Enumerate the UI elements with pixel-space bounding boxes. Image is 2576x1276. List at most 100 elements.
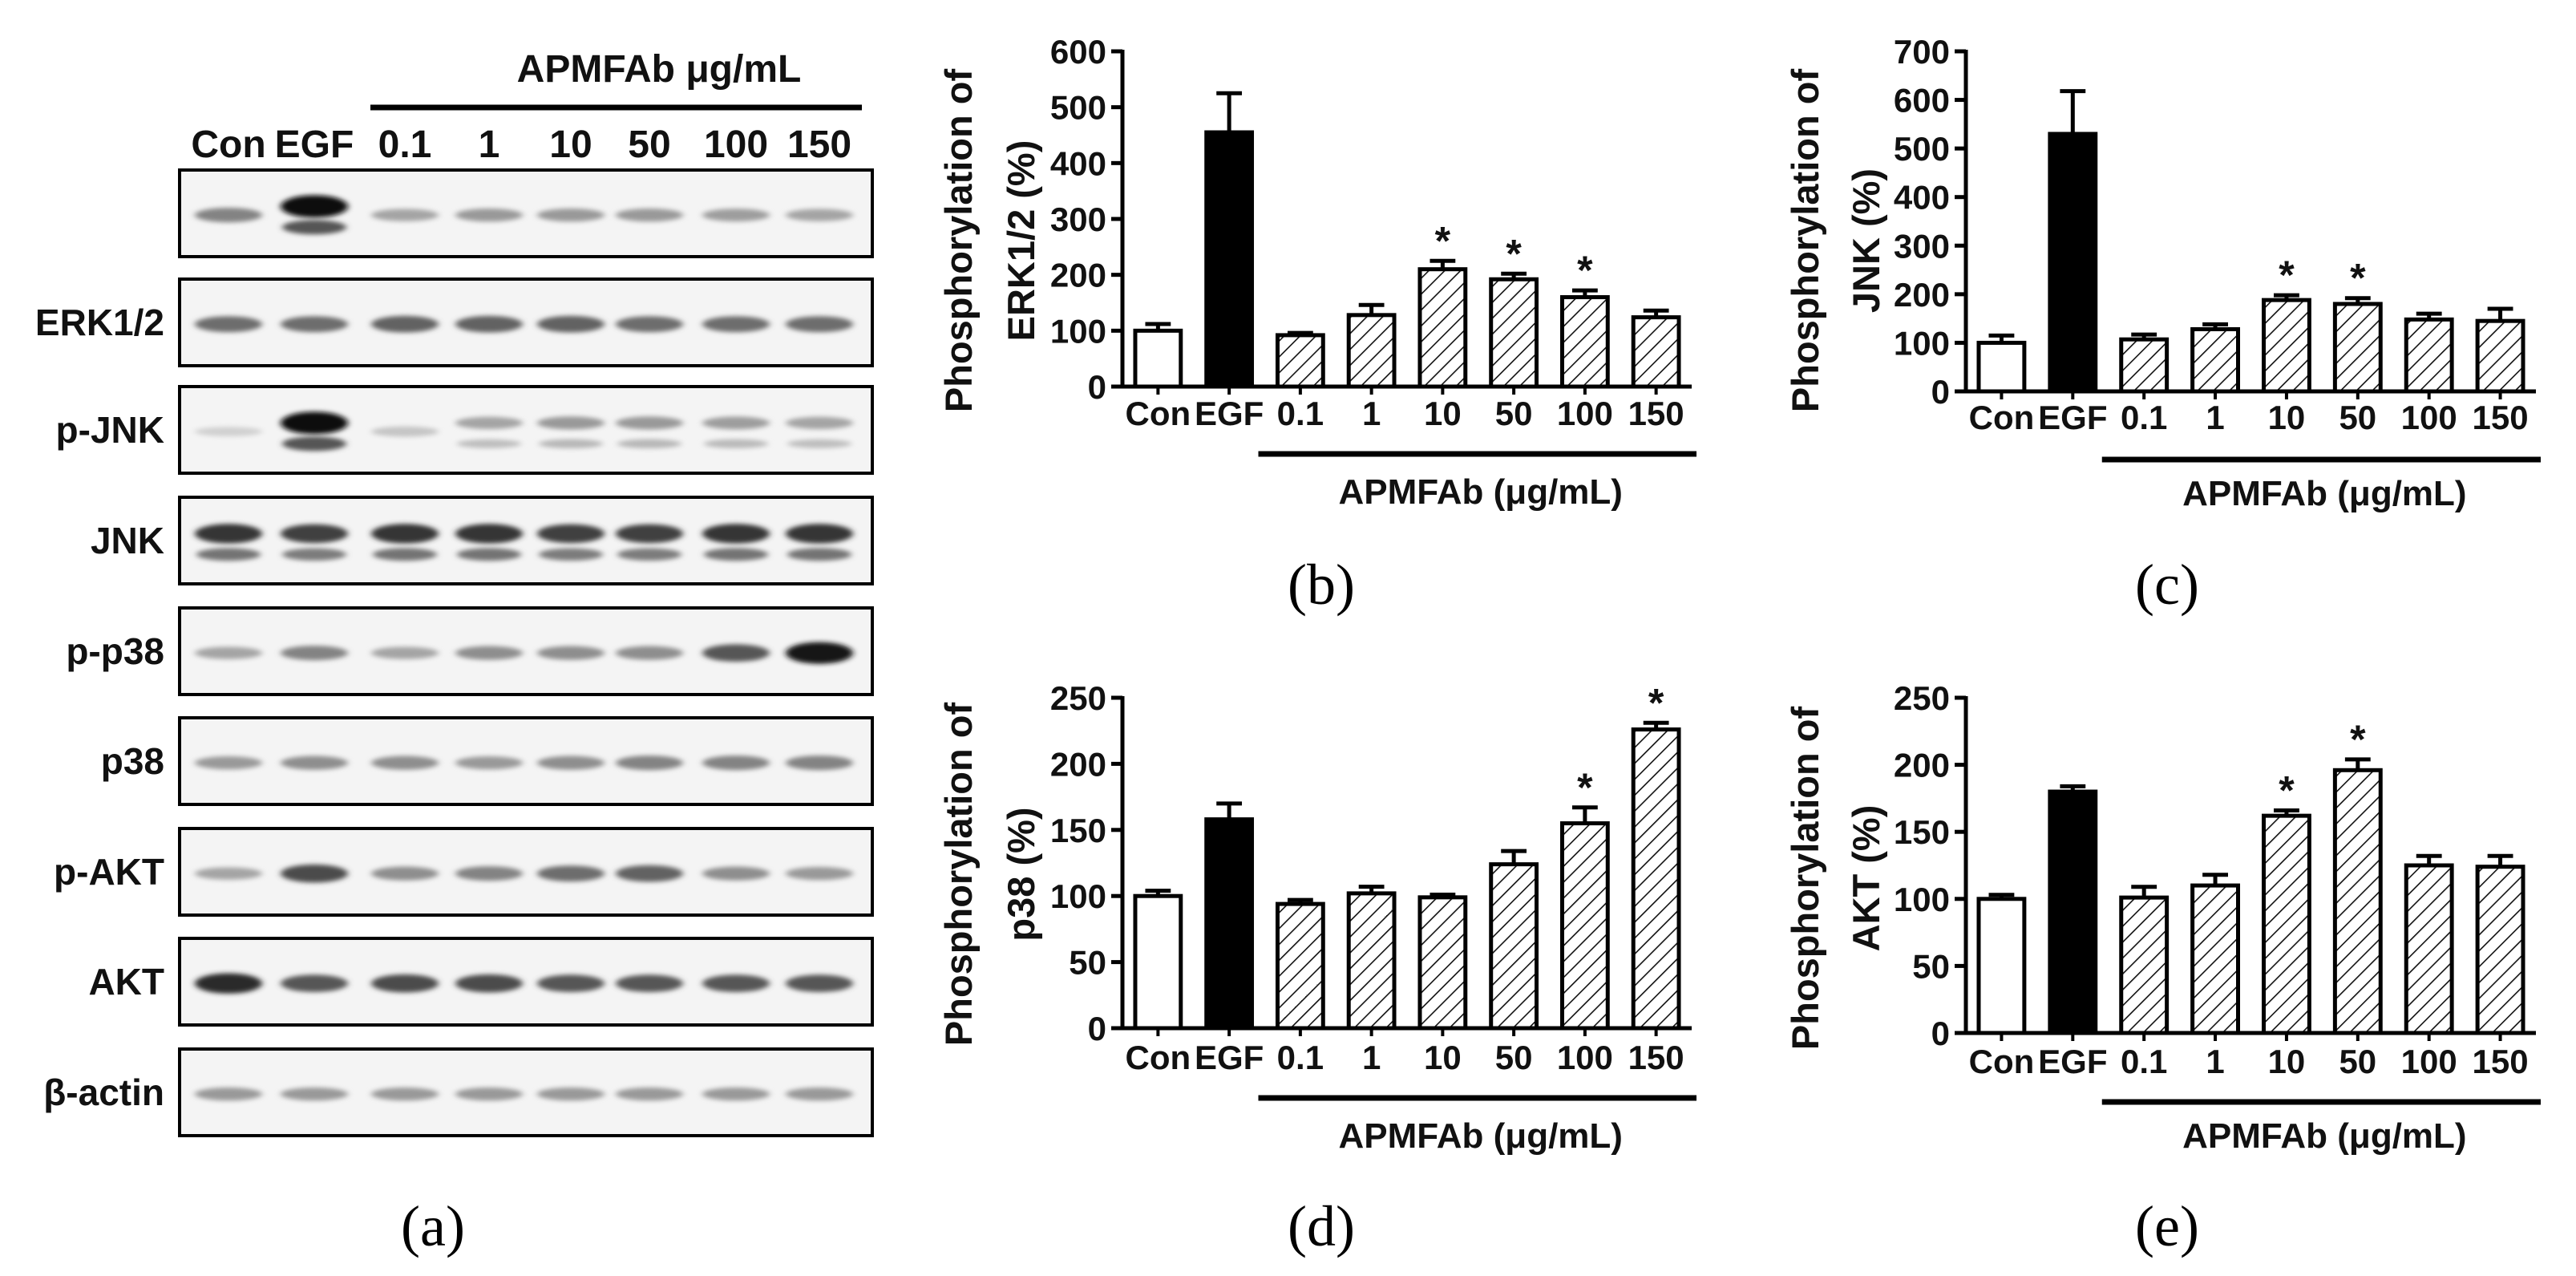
blot-band	[281, 524, 348, 544]
blot-band	[704, 548, 768, 561]
blot-band	[702, 524, 770, 544]
blot-membrane	[178, 385, 874, 475]
bar	[1417, 267, 1468, 389]
lane-labels: Con EGF 0.1 1 10 50 100 150	[191, 124, 851, 166]
blot-band	[281, 195, 348, 218]
blot-row-label: p-AKT	[54, 851, 164, 893]
blot-band	[616, 1088, 683, 1101]
bar	[1631, 727, 1681, 1031]
blot-band	[702, 866, 770, 881]
y-tick-label: 100	[1894, 881, 1950, 918]
blot-band	[617, 548, 681, 561]
blot-band	[195, 646, 262, 659]
x-tick-label: 150	[2473, 399, 2529, 436]
y-axis-label-line1: Phosphorylation of	[1784, 69, 1826, 413]
significance-star: *	[1648, 680, 1664, 725]
x-tick-label: 0.1	[1277, 395, 1324, 432]
blot-band	[537, 209, 605, 222]
y-tick-label: 50	[1912, 947, 1950, 985]
bar	[1346, 313, 1397, 389]
chart-c-jnk: Phosphorylation of JNK (%) 0 100 200 300 400 50…	[1784, 33, 2541, 513]
blot-band	[281, 1088, 348, 1101]
blot-band	[373, 548, 437, 561]
y-tick-label: 200	[1050, 745, 1106, 783]
significance-star: *	[2350, 717, 2366, 762]
blot-band	[537, 646, 605, 660]
bar	[1204, 817, 1255, 1031]
y-tick-label: 200	[1894, 747, 1950, 784]
blot-band	[455, 646, 523, 660]
bar	[2119, 337, 2170, 394]
x-tick-label: 10	[2268, 1043, 2306, 1080]
blot-band	[537, 524, 605, 544]
blot-band	[537, 865, 605, 882]
blot-band	[371, 426, 439, 437]
blot-band	[616, 755, 683, 771]
blot-band	[371, 646, 439, 659]
x-tick-label: 50	[2339, 399, 2376, 436]
blot-band	[616, 209, 683, 222]
blot-band	[371, 866, 439, 881]
blot-band	[616, 865, 683, 882]
blot-band	[282, 436, 346, 452]
x-tick-label: Con	[1126, 1039, 1191, 1076]
x-tick-label: 10	[2268, 399, 2306, 436]
blot-band	[457, 548, 521, 561]
bar	[1133, 893, 1183, 1031]
y-tick-label: 150	[1050, 812, 1106, 849]
blot-band	[537, 1088, 605, 1101]
blot-row-label: ERK1/2	[35, 302, 164, 343]
bar	[2261, 813, 2311, 1035]
blot-header: APMFAb μg/mL	[517, 48, 802, 91]
bar	[1417, 895, 1468, 1031]
blot-band	[195, 867, 262, 880]
bar	[1976, 340, 2027, 394]
significance-star: *	[1577, 248, 1593, 293]
y-tick-label: 400	[1894, 179, 1950, 217]
blot-row-label: p38	[101, 740, 164, 782]
western-blot: APMFAb μg/mL Con EGF 0.1 1 10 50 100 150 ERK1/2…	[35, 48, 874, 1137]
x-tick-label: EGF	[1195, 395, 1264, 432]
y-tick-label: 500	[1894, 130, 1950, 168]
y-tick-label: 200	[1894, 276, 1950, 314]
lane-label: 10	[549, 124, 592, 166]
bar	[2119, 895, 2170, 1035]
blot-row: JNK	[91, 496, 874, 585]
x-tick-label: 10	[1424, 395, 1462, 432]
lane-label: EGF	[275, 124, 354, 166]
blot-band	[195, 208, 262, 223]
blot-band	[616, 974, 683, 993]
blot-band	[702, 416, 770, 430]
blot-band	[704, 439, 768, 448]
blot-band	[371, 755, 439, 770]
bar	[1133, 328, 1183, 389]
blot-band	[195, 427, 262, 437]
blot-band	[281, 646, 348, 661]
y-axis-label-line2: ERK1/2 (%)	[1000, 140, 1042, 342]
blot-row-label: JNK	[91, 520, 164, 561]
x-tick-label: Con	[1969, 399, 2035, 436]
blot-band	[787, 439, 851, 448]
blot-band	[371, 1088, 439, 1101]
blot-band	[702, 316, 770, 333]
blot-row: p-AKT	[54, 827, 874, 917]
y-tick-label: 300	[1050, 201, 1106, 238]
bar	[2332, 302, 2383, 394]
blot-band	[195, 524, 262, 544]
y-tick-label: 250	[1050, 679, 1106, 717]
lane-label: 1	[479, 124, 500, 166]
y-tick-label: 200	[1050, 257, 1106, 294]
bar	[1489, 277, 1539, 389]
blot-band	[539, 439, 603, 449]
blot-band	[786, 524, 853, 544]
blot-band	[617, 439, 681, 449]
blot-band	[455, 209, 523, 222]
bar	[2475, 865, 2525, 1035]
lane-label: 50	[628, 124, 670, 166]
panel-label-c: (c)	[2135, 553, 2199, 617]
x-tick-label: 0.1	[2121, 1043, 2167, 1080]
y-tick-label: 100	[1894, 324, 1950, 362]
y-tick-label: 0	[1931, 373, 1950, 411]
blot-band	[371, 315, 439, 333]
